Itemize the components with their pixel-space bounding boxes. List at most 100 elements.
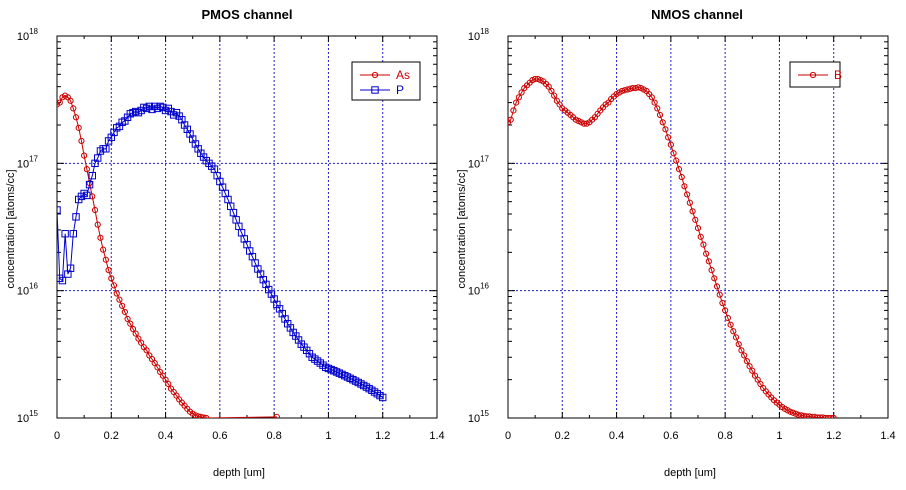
series-line-As <box>57 95 277 418</box>
data-point-As <box>70 105 77 112</box>
data-point-As <box>165 380 172 388</box>
data-point-As <box>110 282 118 289</box>
x-tick-label: 0.8 <box>717 430 732 442</box>
data-point-B <box>697 233 704 240</box>
data-point-B <box>830 414 837 418</box>
data-point-B <box>735 341 742 348</box>
data-point-B <box>678 173 685 181</box>
x-tick-label: 1.4 <box>429 430 444 442</box>
x-tick-label: 1 <box>325 430 331 442</box>
data-point-B <box>743 357 750 365</box>
y-tick-label: 1017 <box>468 154 490 170</box>
data-point-B <box>827 414 835 418</box>
data-point-B <box>789 409 797 416</box>
data-point-B <box>673 157 680 164</box>
data-point-B <box>681 183 688 190</box>
data-point-P <box>229 208 238 217</box>
x-tick-label: 0.6 <box>212 430 227 442</box>
data-point-B <box>741 352 748 359</box>
x-tick-label: 0.4 <box>158 430 173 442</box>
x-tick-label: 0 <box>505 430 511 442</box>
y-tick-label: 1015 <box>17 409 39 425</box>
data-point-As <box>143 347 150 354</box>
data-point-B <box>684 191 691 198</box>
y-tick-label: 1018 <box>17 27 39 43</box>
legend: AsP <box>351 61 421 101</box>
pmos-channel-chart: PMOS channel 0 0.2 0.4 0.6 0.8 1 1.2 1.4 1015 1016… <box>5 7 445 479</box>
data-point-As <box>81 152 88 159</box>
legend-marker-B <box>809 71 817 79</box>
y-tick-label: 1016 <box>468 282 490 298</box>
data-point-B <box>686 199 693 206</box>
data-point-B <box>545 83 552 90</box>
data-point-B <box>689 208 696 215</box>
legend-marker-As <box>371 71 379 79</box>
data-point-P <box>85 180 94 189</box>
y-tick-label: 1015 <box>468 409 490 425</box>
data-point-As <box>162 376 169 383</box>
data-point-As <box>151 359 158 367</box>
series-layer <box>57 92 387 418</box>
data-point-As <box>102 256 109 263</box>
data-point-B <box>724 314 731 322</box>
data-point-B <box>513 99 520 106</box>
data-point-B <box>635 84 642 91</box>
data-point-B <box>624 86 631 93</box>
data-point-B <box>719 299 726 307</box>
data-point-B <box>508 116 514 123</box>
data-point-B <box>705 258 712 265</box>
data-point-B <box>665 134 672 141</box>
chart-title: NMOS channel <box>651 7 743 22</box>
x-axis-label: depth [um] <box>213 467 265 479</box>
data-point-B <box>730 328 737 335</box>
legend-marker-P <box>371 86 379 94</box>
x-tick-label: 1.2 <box>826 430 841 442</box>
x-tick-label: 0.8 <box>266 430 281 442</box>
data-point-As <box>72 114 80 121</box>
y-tick-label: 1018 <box>468 27 490 43</box>
data-point-B <box>722 307 729 314</box>
data-point-B <box>662 126 669 133</box>
data-point-B <box>675 166 683 173</box>
data-point-B <box>656 111 664 119</box>
x-tick-label: 0.2 <box>555 430 570 442</box>
data-point-As <box>113 290 120 297</box>
data-point-As <box>132 330 139 337</box>
x-tick-label: 0.6 <box>663 430 678 442</box>
y-tick-label: 1016 <box>17 282 39 298</box>
y-axis-label: concentration [atoms/cc] <box>5 169 17 288</box>
x-tick-label: 0.4 <box>609 430 624 442</box>
data-point-B <box>694 224 702 232</box>
x-tick-label: 0.2 <box>104 430 119 442</box>
data-point-As <box>192 412 199 418</box>
series-layer <box>508 75 837 418</box>
data-point-B <box>732 334 740 341</box>
data-point-B <box>548 87 555 95</box>
data-point-As <box>129 325 137 333</box>
data-point-B <box>792 410 799 417</box>
legend-label-P: P <box>396 83 404 97</box>
data-point-B <box>659 119 666 126</box>
data-point-As <box>154 364 161 371</box>
series-line-B <box>508 78 834 418</box>
legend: B <box>789 61 842 88</box>
data-point-As <box>116 296 123 303</box>
data-point-B <box>667 141 674 148</box>
data-point-As <box>138 339 145 346</box>
legend-box <box>351 61 421 101</box>
legend-label-As: As <box>396 68 410 82</box>
data-point-B <box>746 363 753 370</box>
data-point-As <box>97 234 104 241</box>
data-point-As <box>105 267 112 274</box>
data-point-As <box>127 320 134 327</box>
data-point-As <box>108 275 115 282</box>
data-point-As <box>94 221 101 228</box>
data-point-B <box>787 408 794 415</box>
data-point-P <box>83 191 91 200</box>
data-point-As <box>121 308 128 316</box>
data-point-As <box>67 97 74 104</box>
data-point-B <box>648 94 655 101</box>
data-point-B <box>700 241 707 248</box>
data-point-B <box>692 216 699 223</box>
data-point-P <box>72 213 80 221</box>
